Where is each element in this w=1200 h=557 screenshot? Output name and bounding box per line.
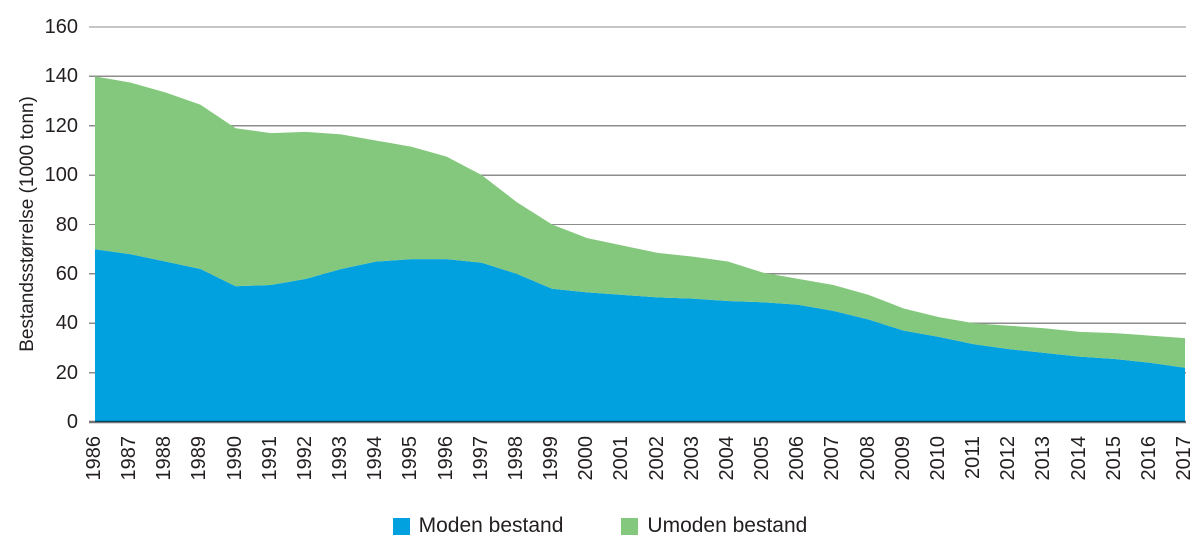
x-tick-label: 2011 (962, 436, 985, 480)
x-tick-label: 2004 (715, 436, 738, 481)
x-tick-label: 2014 (1067, 436, 1090, 481)
x-tick-label: 1993 (329, 436, 352, 481)
legend-label-moden: Moden bestand (418, 514, 564, 537)
x-tick-label: 2010 (926, 436, 949, 481)
y-tick-label: 60 (55, 262, 78, 285)
x-tick-label: 1991 (258, 436, 281, 481)
y-tick-label: 120 (44, 114, 78, 137)
x-tick-label: 2016 (1137, 436, 1160, 481)
y-tick-label: 20 (55, 361, 78, 384)
x-tick-label: 2012 (997, 436, 1020, 481)
x-tick-label: 2017 (1173, 436, 1195, 481)
y-tick-label: 40 (55, 312, 78, 335)
x-tick-label: 1987 (118, 436, 141, 481)
y-tick-label: 0 (66, 411, 78, 433)
x-tick-label: 2001 (610, 436, 633, 481)
x-tick-label: 2000 (575, 436, 598, 481)
x-tick-label: 1994 (364, 436, 387, 481)
x-tick-label: 1999 (540, 436, 563, 481)
x-tick-label: 1986 (83, 436, 105, 481)
x-tick-label: 1996 (434, 436, 457, 481)
x-tick-label: 2006 (786, 436, 809, 481)
legend-swatch-moden-icon (392, 517, 410, 535)
x-tick-label: 2009 (891, 436, 914, 481)
legend-swatch-umoden-icon (621, 517, 639, 535)
x-tick-label: 2003 (680, 436, 703, 481)
legend-label-umoden: Umoden bestand (647, 514, 808, 537)
x-tick-label: 2002 (645, 436, 668, 481)
y-tick-label: 100 (44, 164, 78, 187)
legend-item-moden-bestand: Moden bestand (392, 514, 564, 538)
x-tick-label: 1990 (223, 436, 246, 481)
x-tick-label: 1995 (399, 436, 422, 481)
y-tick-label: 140 (44, 65, 78, 88)
x-tick-label: 2005 (751, 436, 774, 481)
x-tick-label: 2007 (821, 436, 844, 481)
x-tick-label: 1988 (153, 436, 176, 481)
x-tick-label: 2013 (1032, 436, 1055, 481)
x-tick-label: 2015 (1102, 436, 1125, 481)
y-tick-label: 80 (55, 213, 78, 236)
x-tick-label: 1997 (469, 436, 492, 481)
area-series-moden-bestand (95, 249, 1185, 422)
x-tick-label: 1998 (504, 436, 527, 481)
x-tick-label: 1992 (293, 436, 316, 481)
y-tick-label: 160 (44, 16, 78, 38)
area-series-umoden-bestand (95, 76, 1185, 368)
x-tick-label: 2008 (856, 436, 879, 481)
x-tick-label: 1989 (188, 436, 211, 481)
chart-legend: Moden bestand Umoden bestand (0, 514, 1200, 538)
legend-item-umoden-bestand: Umoden bestand (621, 514, 807, 538)
